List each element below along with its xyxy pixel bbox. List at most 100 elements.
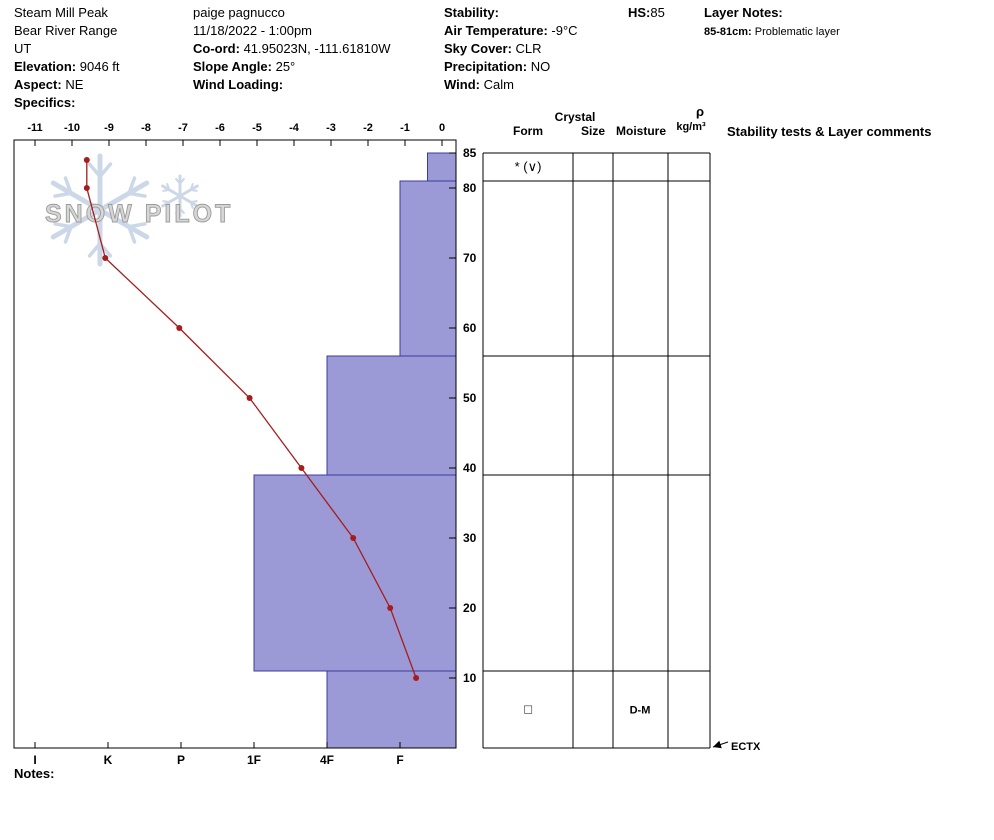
temp-axis-label: -6 <box>215 122 225 134</box>
watermark-snowflake <box>162 188 171 192</box>
hardness-bar <box>326 355 457 476</box>
temperature-point <box>83 157 90 163</box>
hardness-bar <box>326 670 457 749</box>
watermark-snowflake <box>127 222 147 229</box>
temperature-point <box>83 185 90 191</box>
coord-label: Co-ord: <box>193 41 240 56</box>
temp-axis-label: -10 <box>64 122 80 134</box>
layer-note-text: Problematic layer <box>754 26 840 38</box>
aspect-value: NE <box>65 77 84 92</box>
snow-height: HS:85 <box>628 4 665 22</box>
hardness-bar <box>399 180 457 357</box>
site-name: Steam Mill Peak <box>14 5 108 20</box>
hardness-axis-label: 4F <box>320 753 334 767</box>
watermark-text: SNOW PILOT <box>45 200 233 228</box>
precipitation: Precipitation: NO <box>444 58 578 76</box>
watermark-snowflake <box>189 183 194 191</box>
notes-label: Notes: <box>14 766 55 781</box>
depth-axis-label: 60 <box>463 321 477 335</box>
temp-axis-label: -3 <box>326 122 336 134</box>
slope-angle: Slope Angle: 25° <box>193 58 391 76</box>
precip-value: NO <box>530 59 551 74</box>
temperature-point <box>387 605 394 611</box>
hardness-axis-label: F <box>396 753 403 767</box>
temp-axis-label: -11 <box>27 122 42 134</box>
temp-axis-label: 0 <box>439 122 445 134</box>
depth-axis-label: 85 <box>463 146 477 160</box>
temp-axis-label: -5 <box>252 122 262 134</box>
watermark-snowflake <box>63 224 73 244</box>
site-elevation: Elevation: 9046 ft <box>14 58 120 76</box>
layer-notes-label: Layer Notes: <box>704 5 783 20</box>
hardness-bar <box>427 152 457 182</box>
temp-axis-label: -2 <box>363 122 373 134</box>
slope-angle-value: 25° <box>275 59 296 74</box>
temp-axis-label: -7 <box>178 122 188 134</box>
site-info-block: Steam Mill Peak Bear River Range UT Elev… <box>14 4 120 112</box>
temperature-point <box>102 255 109 261</box>
moisture-header: Moisture <box>615 124 667 138</box>
observer-name: paige pagnucco <box>193 5 285 20</box>
conditions-block: Stability: Air Temperature: -9°C Sky Cov… <box>444 4 578 94</box>
watermark-snowflake <box>98 162 113 179</box>
watermark-snowflake <box>178 184 199 198</box>
air-temp-label: Air Temperature: <box>444 23 548 38</box>
elevation-label: Elevation: <box>14 59 77 74</box>
layer-note-range: 85-81cm: <box>704 26 752 38</box>
comments-header: Stability tests & Layer comments <box>727 124 932 139</box>
watermark-snowflake <box>127 191 147 198</box>
coord-value: 41.95023N, -111.61810W <box>243 41 391 56</box>
watermark-snowflake <box>127 224 137 244</box>
wind-label: Wind: <box>444 77 480 92</box>
temperature-point <box>413 675 420 681</box>
watermark-snowflake <box>189 200 198 204</box>
grain-form-cell: * (∨) <box>515 159 542 174</box>
plot-border <box>13 139 457 749</box>
sky-cover-label: Sky Cover: <box>444 41 512 56</box>
depth-axis-label: 10 <box>463 671 477 685</box>
temp-axis-label: -9 <box>104 122 114 134</box>
sky-cover-value: CLR <box>515 41 542 56</box>
site-aspect: Aspect: NE <box>14 76 120 94</box>
watermark-snowflake <box>178 194 199 208</box>
hardness-axis-label: K <box>104 753 113 767</box>
hardness-axis-label: 1F <box>247 753 261 767</box>
site-state: UT <box>14 41 32 56</box>
moisture-cell: D-M <box>630 705 651 717</box>
temperature-point <box>176 325 183 331</box>
depth-axis-label: 80 <box>463 181 477 195</box>
hs-label: HS: <box>628 5 651 20</box>
coordinates: Co-ord: 41.95023N, -111.61810W <box>193 40 391 58</box>
form-header: Form <box>513 124 543 138</box>
watermark-snowflake <box>97 180 150 213</box>
watermark-snowflake <box>127 176 137 196</box>
elevation-value: 9046 ft <box>79 59 120 74</box>
temperature-point <box>246 395 253 401</box>
stability-test-arrow <box>712 740 729 749</box>
watermark-snowflake <box>161 194 182 208</box>
depth-axis-label: 20 <box>463 601 477 615</box>
air-temperature: Air Temperature: -9°C <box>444 22 578 40</box>
depth-axis-label: 40 <box>463 461 477 475</box>
watermark-snowflake <box>175 177 182 185</box>
stability-test-label: ECTX <box>731 741 761 753</box>
watermark-snowflake <box>87 241 102 258</box>
slope-angle-label: Slope Angle: <box>193 59 272 74</box>
specifics-label: Specifics: <box>14 95 76 110</box>
site-range: Bear River Range <box>14 23 118 38</box>
depth-axis-label: 50 <box>463 391 477 405</box>
watermark-snowflake <box>63 176 73 196</box>
size-header: Size <box>580 124 606 138</box>
wind-loading: Wind Loading: <box>193 76 391 94</box>
crystal-header: Crystal <box>554 110 596 124</box>
sky-cover: Sky Cover: CLR <box>444 40 578 58</box>
density-symbol-header: ρ <box>695 104 705 119</box>
observer-info-block: paige pagnucco 11/18/2022 - 1:00pm Co-or… <box>193 4 391 94</box>
hs-value: 85 <box>650 5 665 20</box>
precip-label: Precipitation: <box>444 59 528 74</box>
grain-form-cell: □ <box>524 702 532 717</box>
temperature-point <box>350 535 357 541</box>
hardness-axis-label: P <box>177 753 185 767</box>
